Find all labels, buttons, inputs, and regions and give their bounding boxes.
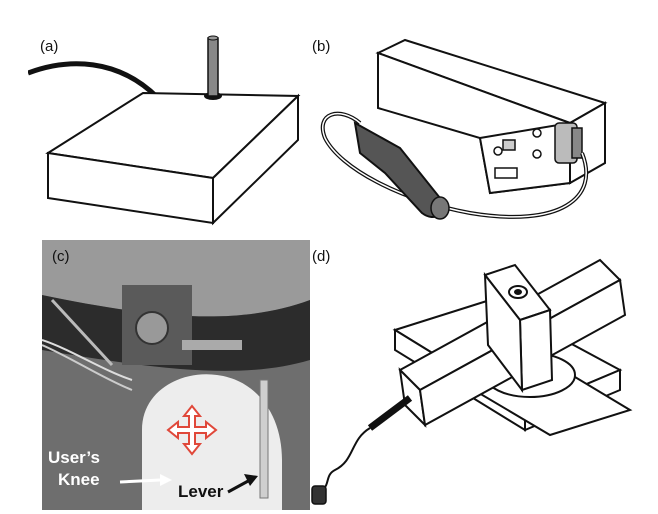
- panel-d-lever-assembly: (d): [300, 240, 640, 510]
- panel-a-label: (a): [40, 38, 59, 55]
- panel-b-label: (b): [312, 38, 331, 55]
- knee-label-line2: Knee: [58, 470, 100, 489]
- panel-d-label: (d): [312, 248, 331, 265]
- panel-c-label: (c): [52, 248, 70, 265]
- panel-a-joystick-box: (a): [28, 28, 318, 238]
- knee-label-line1: User’s: [48, 448, 100, 467]
- control-box-drawing: [320, 38, 608, 220]
- knee-lever-photo: [42, 240, 310, 510]
- four-way-arrow-icon: [166, 404, 218, 456]
- lever-assembly-drawing: [311, 258, 633, 505]
- lever-label: Lever: [178, 482, 224, 501]
- panel-c-knee-lever-photo: (c) User’s Knee Lever: [42, 240, 310, 510]
- panel-b-control-box: (b): [300, 28, 640, 238]
- joystick-box-drawing: [28, 35, 301, 226]
